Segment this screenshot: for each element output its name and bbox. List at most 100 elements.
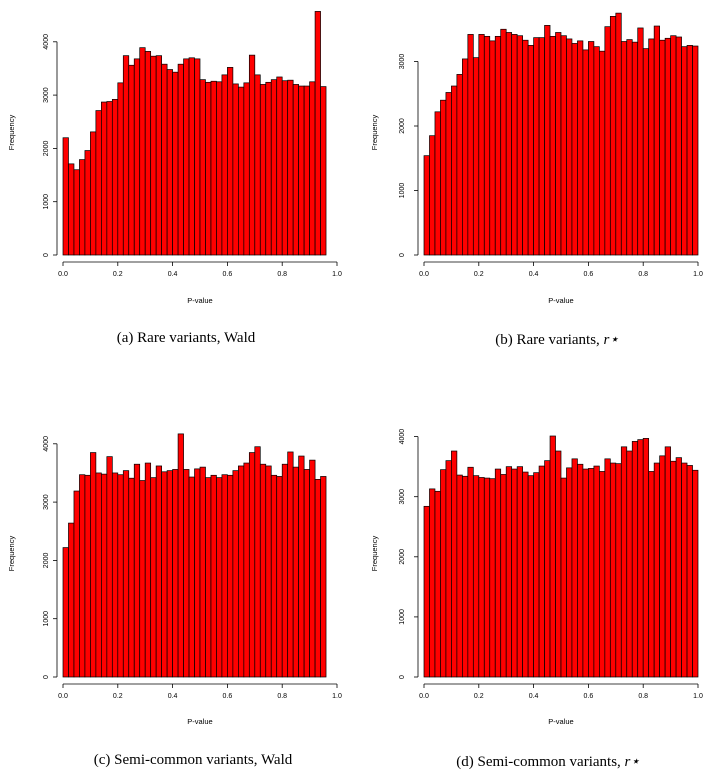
histogram-bar-d (451, 450, 458, 678)
caption-a-text: Rare variants, Wald (137, 330, 256, 346)
histogram-bar-a (111, 99, 119, 256)
x-tick-label-c: 0.6 (223, 693, 233, 700)
caption-b: (b) Rare variants, r⋆ (495, 330, 619, 349)
histogram-bar-a (150, 55, 157, 256)
histogram-bar-a (122, 55, 130, 256)
histogram-bar-c (270, 474, 278, 678)
histogram-bar-d (609, 462, 617, 678)
histogram-bar-a (183, 58, 190, 256)
y-tick-label-a: 0 (43, 253, 50, 257)
histogram-bar-a (248, 54, 256, 256)
histogram-bar-c (248, 452, 256, 678)
y-tick-label-a: 4000 (43, 34, 50, 50)
histogram-bar-a (210, 80, 217, 256)
x-tick-label-c: 1.0 (332, 693, 342, 700)
y-tick-label-c: 1000 (43, 611, 50, 627)
y-axis-label-d: Frequency (370, 536, 379, 572)
histogram-bar-a (79, 159, 86, 256)
histogram-bar-c (155, 465, 162, 678)
histogram-bar-a (144, 51, 152, 256)
histogram-bar-a (106, 101, 113, 256)
histogram-bar-a (133, 58, 141, 256)
histogram-bar-c (73, 490, 80, 678)
histogram-bar-b (582, 49, 589, 256)
histogram-bar-b (675, 36, 682, 256)
histogram-bar-a (155, 55, 162, 256)
x-tick-label-b: 0.8 (638, 271, 648, 278)
histogram-bar-c (243, 462, 250, 678)
histogram-bar-c (221, 474, 228, 678)
histogram-bar-c (227, 474, 234, 678)
histogram-bar-c (199, 466, 206, 678)
histogram-bar-d (533, 472, 540, 678)
histogram-bar-b (631, 41, 639, 256)
histogram-bar-b (659, 39, 666, 256)
caption-c: (c) Semi-common variants, Wald (94, 752, 292, 769)
histogram-bar-b (456, 74, 463, 256)
y-tick-label-d: 2000 (399, 549, 406, 565)
histogram-bar-c (183, 469, 190, 678)
caption-a-tag: (a) (116, 330, 134, 346)
x-tick-label-b: 1.0 (693, 271, 703, 278)
histogram-bar-d (467, 466, 474, 678)
histogram-bar-b (642, 48, 650, 256)
y-tick-label-a: 1000 (43, 194, 50, 210)
histogram-bar-c (95, 472, 102, 678)
histogram-bar-a (254, 74, 261, 256)
histogram-bar-b (692, 45, 699, 256)
histogram-bar-c (139, 480, 146, 678)
histogram-bar-b (489, 40, 496, 256)
y-tick-label-c: 0 (43, 675, 50, 679)
histogram-bar-c (265, 465, 272, 678)
y-axis-label-b: Frequency (370, 115, 379, 151)
histogram-bar-b (527, 45, 534, 256)
histogram-bar-b (566, 38, 573, 256)
histogram-bar-d (653, 462, 660, 678)
histogram-bar-c (133, 463, 141, 678)
histogram-bar-d (571, 458, 578, 678)
histogram-bar-d (560, 477, 567, 678)
histogram-bar-b (637, 27, 644, 256)
histogram-bar-b (478, 34, 485, 256)
y-tick-label-b: 3000 (399, 54, 406, 70)
x-tick-label-d: 0.2 (474, 693, 484, 700)
histogram-bar-d (659, 455, 666, 678)
histogram-bar-b (604, 26, 611, 256)
x-tick-label-b: 0.2 (474, 271, 484, 278)
histogram-bar-d (456, 474, 463, 678)
histogram-bar-c (314, 479, 321, 678)
y-tick-label-d: 1000 (399, 609, 406, 625)
histogram-bar-c (287, 451, 294, 678)
histogram-bar-c (117, 474, 124, 678)
x-tick-label-b: 0.4 (529, 271, 539, 278)
histogram-bar-b (445, 92, 452, 256)
histogram-bar-c (205, 477, 212, 678)
histogram-bar-a (243, 82, 250, 256)
histogram-bar-d (648, 471, 655, 678)
histogram-bar-d (626, 450, 633, 678)
x-tick-label-a: 0.2 (113, 271, 123, 278)
histogram-bar-a (166, 69, 173, 256)
histogram-bar-b (549, 35, 556, 256)
histogram-bar-d (681, 462, 688, 678)
histogram-bar-a (84, 150, 91, 256)
histogram-bar-b (472, 57, 480, 256)
y-tick-label-c: 4000 (43, 436, 50, 452)
histogram-bar-d (516, 466, 523, 678)
histogram-bar-b (423, 155, 430, 256)
histogram-bar-c (161, 471, 168, 678)
histogram-bar-d (489, 478, 496, 678)
caption-b-symbol: r⋆ (603, 332, 619, 348)
histogram-bar-a (265, 81, 272, 256)
histogram-bar-b (648, 38, 655, 256)
y-tick-label-a: 3000 (43, 87, 50, 103)
histogram-bar-b (467, 34, 474, 256)
histogram-bar-c (259, 463, 267, 678)
histogram-bar-c (210, 474, 217, 678)
x-tick-label-c: 0.8 (277, 693, 287, 700)
x-tick-label-b: 0.6 (584, 271, 594, 278)
x-tick-label-c: 0.2 (113, 693, 123, 700)
caption-a: (a) Rare variants, Wald (117, 330, 255, 347)
histogram-bar-d (642, 438, 650, 678)
histogram-bar-d (599, 471, 606, 678)
